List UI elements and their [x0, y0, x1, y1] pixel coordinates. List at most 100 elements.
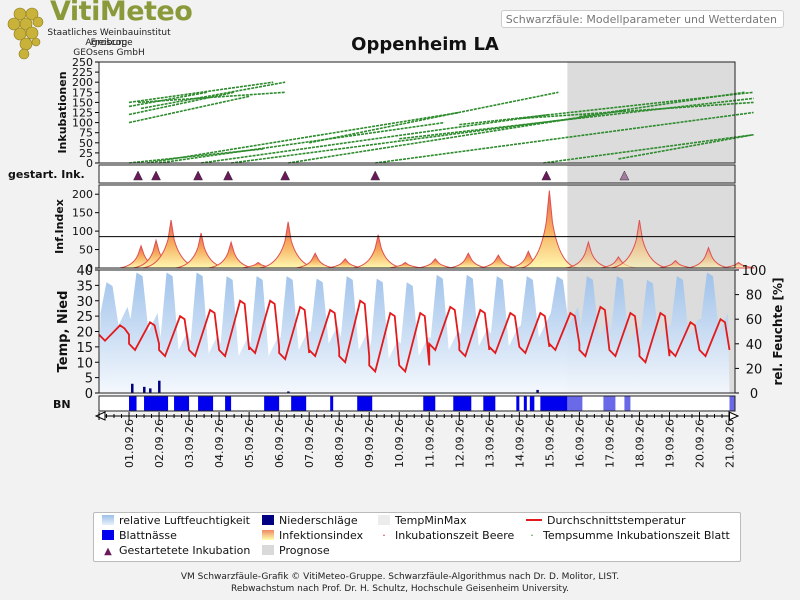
incubation-line: [128, 81, 274, 104]
inc-tick-label: 250: [72, 56, 93, 69]
x-tick-label: 06.09.26: [273, 419, 286, 468]
inc-tick-label: 25: [79, 147, 93, 160]
footer-line-2: Rebwachstum nach Prof. Dr. H. Schultz, H…: [231, 584, 569, 594]
leaf-wetness-bar: [330, 396, 334, 411]
started-incubation-marker: [370, 170, 381, 181]
x-tick-label: 04.09.26: [213, 419, 226, 468]
precip-bar: [131, 383, 134, 393]
legend: relative Luftfeuchtigkeit Niederschläge …: [93, 512, 741, 562]
inc-tick-label: 225: [72, 66, 93, 79]
temp-tick-label: 25: [76, 310, 93, 325]
x-tick-label: 17.09.26: [603, 419, 616, 468]
infection-peak: [610, 219, 669, 269]
temperature-line: [98, 299, 731, 374]
vitimeteo-logo: VitiMeteo Staatliches Weinbauinstitut Fr…: [4, 0, 204, 62]
humidity-area: [99, 272, 730, 393]
header-subtitle: Schwarzfäule: Modellparameter und Wetter…: [501, 10, 784, 28]
incubation-line: [137, 91, 286, 104]
precip-bar: [287, 391, 290, 393]
forecast-shade-inc: [567, 62, 735, 163]
x-tick-label: 10.09.26: [393, 419, 406, 468]
started-ylabel: gestart. Ink.: [8, 168, 85, 181]
x-tick-label: 09.09.26: [363, 419, 376, 468]
panel-inf-border: [98, 184, 736, 269]
incubation-line: [128, 91, 235, 116]
footer-line-1: VM Schwarzfäule-Grafik © VitiMeteo-Grupp…: [180, 572, 620, 582]
started-incubation-marker: [223, 170, 234, 181]
panel-wx-border: [98, 269, 736, 394]
x-tick-label: 11.09.26: [423, 419, 436, 468]
humidity-swatch-icon: [102, 515, 114, 525]
temp-tick-label: 40: [76, 264, 93, 279]
leaf-wetness-bar: [540, 396, 568, 411]
started-incubation-marker: [151, 170, 161, 181]
incubation-line: [519, 101, 754, 120]
x-tick-label: 07.09.26: [303, 419, 316, 468]
leaf-wetness-bar: [144, 396, 169, 411]
inc-tick-label: 150: [72, 96, 93, 109]
forecast-shade-st: [567, 165, 735, 183]
started-incubation-marker: [541, 170, 552, 181]
started-incubation-marker: [619, 170, 630, 181]
infection-swatch-icon: [262, 530, 274, 540]
leaf-wetness-bar: [225, 396, 232, 411]
inc-tick-label: 100: [72, 117, 93, 130]
incubation-line: [128, 95, 250, 124]
legend-item-tempminmax: TempMinMax: [378, 514, 467, 527]
x-axis-left-arrow-icon: [94, 411, 106, 421]
inf-tick-label: 150: [72, 207, 93, 220]
started-incubation-marker: [133, 170, 143, 181]
legend-item-leaf: Blattnässe: [102, 529, 177, 542]
incubation-line: [618, 133, 754, 160]
inf-ylabel: Inf.Index: [53, 199, 66, 254]
brand-line-2: Agroscope: [85, 38, 133, 48]
leaf-wetness-bar: [516, 396, 520, 411]
inc-tick-label: 0: [86, 157, 93, 170]
leaf-wetness-bar: [453, 396, 472, 411]
green-dot-icon: ·: [530, 529, 534, 542]
footer: VM Schwarzfäule-Grafik © VitiMeteo-Grupp…: [0, 571, 800, 595]
humidity-tick-label: 40: [746, 338, 763, 353]
humidity-tick-label: 80: [746, 289, 763, 304]
incubation-line: [309, 91, 559, 144]
inf-tick-label: 50: [79, 244, 93, 257]
x-tick-label: 05.09.26: [243, 419, 256, 468]
x-tick-label: 03.09.26: [183, 419, 196, 468]
inf-tick-label: 200: [72, 188, 93, 201]
infection-peak: [565, 240, 612, 269]
forecast-swatch-icon: [262, 545, 274, 555]
brand-line-3: GEOsens GmbH: [73, 48, 145, 58]
temp-tick-label: 10: [76, 356, 93, 371]
incubation-line: [399, 97, 754, 140]
x-tick-label: 15.09.26: [543, 419, 556, 468]
x-tick-label: 19.09.26: [663, 419, 676, 468]
red-dot-icon: ·: [382, 529, 386, 542]
tempminmax-swatch-icon: [378, 515, 390, 525]
legend-item-started: ▲ Gestartetete Inkubation: [102, 544, 250, 557]
temp-tick-label: 30: [76, 295, 93, 310]
x-tick-label: 08.09.26: [333, 419, 346, 468]
infection-peak: [479, 254, 517, 269]
incubation-line: [140, 81, 286, 110]
humidity-ylabel: rel. Feuchte [%]: [771, 278, 785, 386]
inf-tick-label: 100: [72, 225, 93, 238]
panel-inc-border: [98, 61, 736, 164]
leaf-wetness-bar: [423, 396, 436, 411]
started-incubation-marker: [193, 170, 203, 181]
x-tick-label: 12.09.26: [453, 419, 466, 468]
humidity-tick-label: 0: [750, 387, 758, 402]
leaf-wetness-swatch-icon: [102, 530, 114, 540]
legend-item-precip: Niederschläge: [262, 514, 358, 527]
inc-tick-label: 125: [72, 107, 93, 120]
panel-bn-border: [98, 395, 736, 412]
legend-item-berry: · Inkubationszeit Beere: [378, 529, 514, 542]
leaf-wetness-forecast-bar: [567, 396, 583, 411]
infection-peak: [658, 259, 693, 269]
legend-item-temp: Durchschnittstemperatur: [526, 514, 686, 527]
x-tick-label: 13.09.26: [483, 419, 496, 468]
leaf-wetness-forecast-bar: [603, 396, 616, 411]
x-tick-label: 14.09.26: [513, 419, 526, 468]
leaf-wetness-bar: [357, 396, 373, 411]
bn-ylabel: BN: [53, 398, 71, 411]
panel-bn-background: [99, 396, 735, 411]
